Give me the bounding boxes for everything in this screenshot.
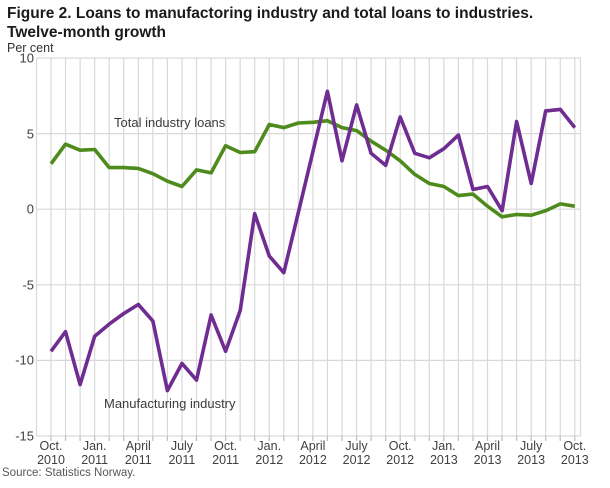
series-label-manufacturing-industry: Manufacturing industry xyxy=(104,396,236,411)
y-tick-label: -10 xyxy=(15,352,34,368)
y-axis-unit-label: Per cent xyxy=(7,41,54,55)
figure-title-line2: Twelve-month growth xyxy=(7,24,167,41)
x-tick-label: April 2012 xyxy=(298,439,327,467)
x-tick-label: April 2013 xyxy=(473,439,502,467)
x-tick-label: July 2013 xyxy=(517,439,546,467)
series-line-manufacturing xyxy=(49,89,577,393)
x-tick-label: July 2011 xyxy=(168,439,196,467)
y-tick-label: -15 xyxy=(15,428,34,444)
source-caption: Source: Statistics Norway. xyxy=(2,467,136,479)
y-tick-label: 10 xyxy=(19,50,34,66)
x-tick-label: Oct. 2010 xyxy=(37,439,65,467)
series-label-total-industry-loans: Total industry loans xyxy=(114,115,226,130)
series-line-total xyxy=(49,118,576,219)
y-tick-label: 0 xyxy=(26,201,34,217)
x-tick-label: April 2011 xyxy=(124,439,152,467)
figure-title-line1: Figure 2. Loans to manufactoring industr… xyxy=(7,5,534,22)
x-tick-label: Oct. 2011 xyxy=(212,439,240,467)
x-tick-label: Oct. 2013 xyxy=(560,439,589,467)
x-tick-label: Jan. 2013 xyxy=(429,439,458,467)
x-tick-label: July 2012 xyxy=(342,439,371,467)
x-tick-label: Jan. 2011 xyxy=(81,439,109,467)
y-tick-label: -5 xyxy=(22,277,34,293)
x-tick-label: Oct. 2012 xyxy=(386,439,415,467)
figure-title: Figure 2. Loans to manufactoring industr… xyxy=(7,4,603,42)
x-tick-label: Jan. 2012 xyxy=(255,439,284,467)
y-tick-label: 5 xyxy=(26,126,34,142)
